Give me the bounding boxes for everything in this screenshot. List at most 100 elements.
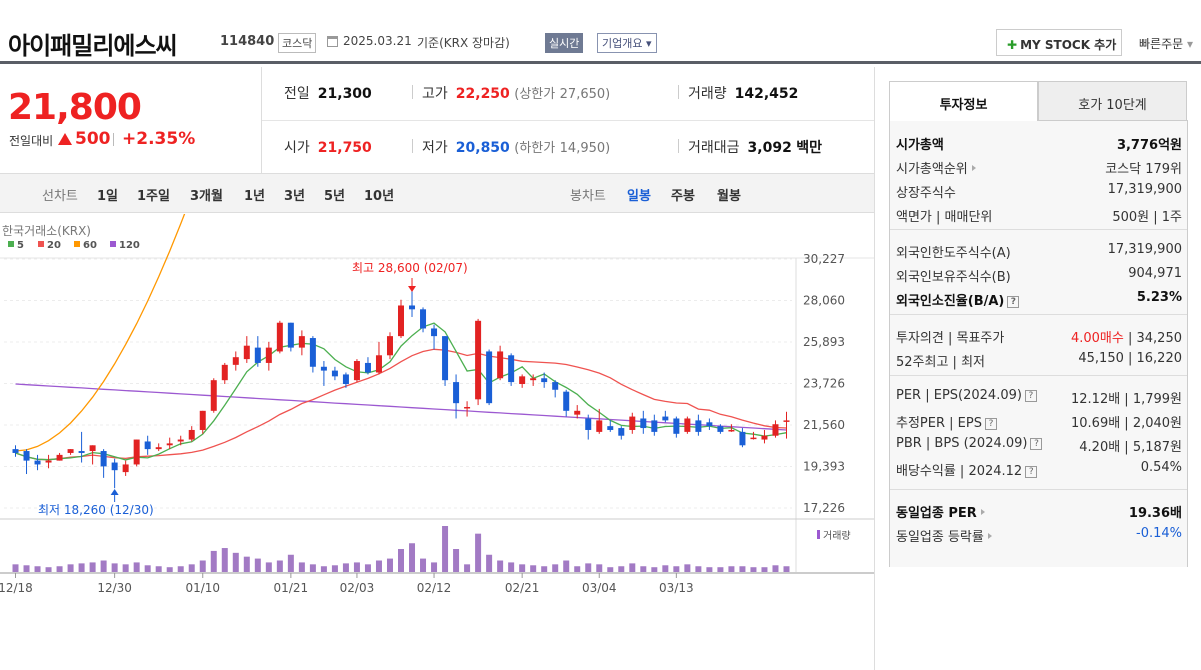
live-button[interactable]: 실시간	[545, 33, 584, 53]
x-tick-label: 12/30	[97, 581, 132, 594]
change-percent: +2.35%	[122, 129, 196, 149]
help-icon[interactable]: ?	[1024, 390, 1037, 402]
tab-monthly[interactable]: 월봉	[717, 189, 741, 204]
info-row: 액면가 | 매매단위 500원 | 1주	[896, 203, 1182, 225]
chevron-right-icon	[987, 533, 992, 539]
calendar-icon	[327, 36, 338, 47]
candle-body	[166, 443, 173, 446]
candle-body	[364, 362, 371, 373]
candle-body	[750, 437, 757, 440]
tab-investment-info[interactable]: 투자정보	[889, 81, 1038, 121]
chart-source-label: 한국거래소(KRX)	[2, 224, 91, 238]
candle-body	[640, 418, 647, 429]
info-label: 외국인보유주식수(B)	[896, 270, 1011, 285]
info-label: PER | EPS(2024.09)?	[896, 388, 1037, 403]
volume-bar	[353, 562, 360, 572]
help-icon[interactable]: ?	[984, 418, 997, 430]
stock-header: 아이패밀리에스씨 114840 코스닥 2025.03.21 기준(KRX 장마…	[0, 0, 1201, 64]
stat-value: 22,250	[455, 86, 510, 102]
candle-body	[717, 426, 724, 432]
tab-weekly[interactable]: 주봉	[671, 189, 695, 204]
volume-bar	[442, 526, 449, 572]
quick-order-button[interactable]: 빠른주문 ▾	[1139, 35, 1193, 52]
legend-swatch	[38, 241, 44, 247]
ma60-line	[15, 0, 258, 452]
period-3y[interactable]: 3년	[284, 189, 306, 204]
volume-legend-swatch	[817, 530, 820, 539]
candle-body	[221, 364, 228, 381]
help-icon[interactable]: ?	[1025, 466, 1038, 478]
chevron-down-icon: ▾	[1183, 37, 1194, 51]
volume-bar	[177, 566, 184, 572]
candle-body	[122, 464, 129, 473]
y-tick-label: 19,393	[803, 459, 845, 473]
current-price: 21,800	[8, 87, 142, 128]
info-value: 12.12배 | 1,799원	[1071, 392, 1182, 407]
volume-label: 거래량	[823, 530, 851, 542]
info-label: 시가총액	[896, 138, 944, 153]
info-value: 17,319,900	[1107, 242, 1182, 257]
help-icon[interactable]: ?	[1030, 438, 1043, 450]
stat-value: 3,092	[747, 140, 792, 156]
volume-bar	[199, 560, 206, 572]
volume-bar	[618, 566, 625, 572]
candle-body	[331, 370, 338, 377]
candle-body	[431, 328, 438, 337]
candle-body	[662, 416, 669, 421]
candle-body	[409, 305, 416, 310]
period-1d[interactable]: 1일	[97, 189, 119, 204]
volume-bar	[541, 566, 548, 572]
divider	[678, 85, 679, 99]
volume-bar	[254, 558, 261, 572]
candle-body	[618, 428, 625, 436]
volume-bar	[717, 567, 724, 572]
candle-body	[761, 435, 768, 440]
divider	[890, 314, 1187, 315]
ma120-line	[15, 383, 787, 431]
volume-bar	[265, 562, 272, 572]
company-info-dropdown[interactable]: 기업개요 ▾	[597, 33, 657, 53]
candle-body	[45, 460, 52, 463]
period-1y[interactable]: 1년	[244, 189, 266, 204]
divider	[412, 85, 413, 99]
my-stock-add-button[interactable]: ✚ MY STOCK 추가	[996, 29, 1122, 56]
market-badge: 코스닥	[278, 33, 317, 53]
stat-label: 거래량	[688, 86, 727, 102]
quick-order-label: 빠른주문	[1139, 37, 1184, 51]
volume-bar	[56, 566, 63, 572]
stats-row-2: 시가 21,750 저가 20,850 (하한가 14,950) 거래대금 3,092…	[262, 120, 874, 173]
candle-body	[254, 347, 261, 363]
candle-body	[155, 447, 162, 450]
volume-bar	[739, 566, 746, 572]
period-5y[interactable]: 5년	[324, 189, 346, 204]
help-icon[interactable]: ?	[1007, 296, 1020, 308]
candle-body	[783, 420, 790, 422]
candle-body	[12, 449, 19, 453]
period-3m[interactable]: 3개월	[190, 189, 223, 204]
period-10y[interactable]: 10년	[364, 189, 395, 204]
volume-bar	[67, 564, 74, 572]
tab-orderbook[interactable]: 호가 10단계	[1038, 81, 1187, 121]
price-summary: 21,800 전일대비 500 +2.35%	[0, 67, 262, 173]
candle-body	[67, 449, 74, 453]
info-value: 4.00매수 | 34,250	[1071, 327, 1182, 346]
candle-body	[739, 431, 746, 446]
low-arrow-head	[110, 489, 119, 495]
candle-body	[210, 380, 217, 411]
separator: |	[1123, 331, 1137, 346]
volume-bar	[662, 565, 669, 572]
quote-basis: 기준(KRX 장마감)	[417, 36, 510, 50]
volume-bar	[155, 566, 162, 572]
candle-body	[607, 426, 614, 430]
candle-body	[684, 418, 691, 432]
info-row: 동일업종 PER 19.36배	[896, 499, 1182, 521]
info-value: 19.36배	[1128, 506, 1182, 521]
candle-body	[475, 320, 482, 400]
info-label: 액면가 | 매매단위	[896, 210, 993, 225]
low-annotation: 최저 18,260 (12/30)	[38, 503, 154, 517]
candle-body	[199, 410, 206, 430]
info-label: 배당수익률 | 2024.12?	[896, 460, 1038, 479]
prev-close: 전일 21,300	[284, 83, 372, 103]
tab-daily[interactable]: 일봉	[627, 189, 651, 204]
period-1w[interactable]: 1주일	[137, 189, 170, 204]
